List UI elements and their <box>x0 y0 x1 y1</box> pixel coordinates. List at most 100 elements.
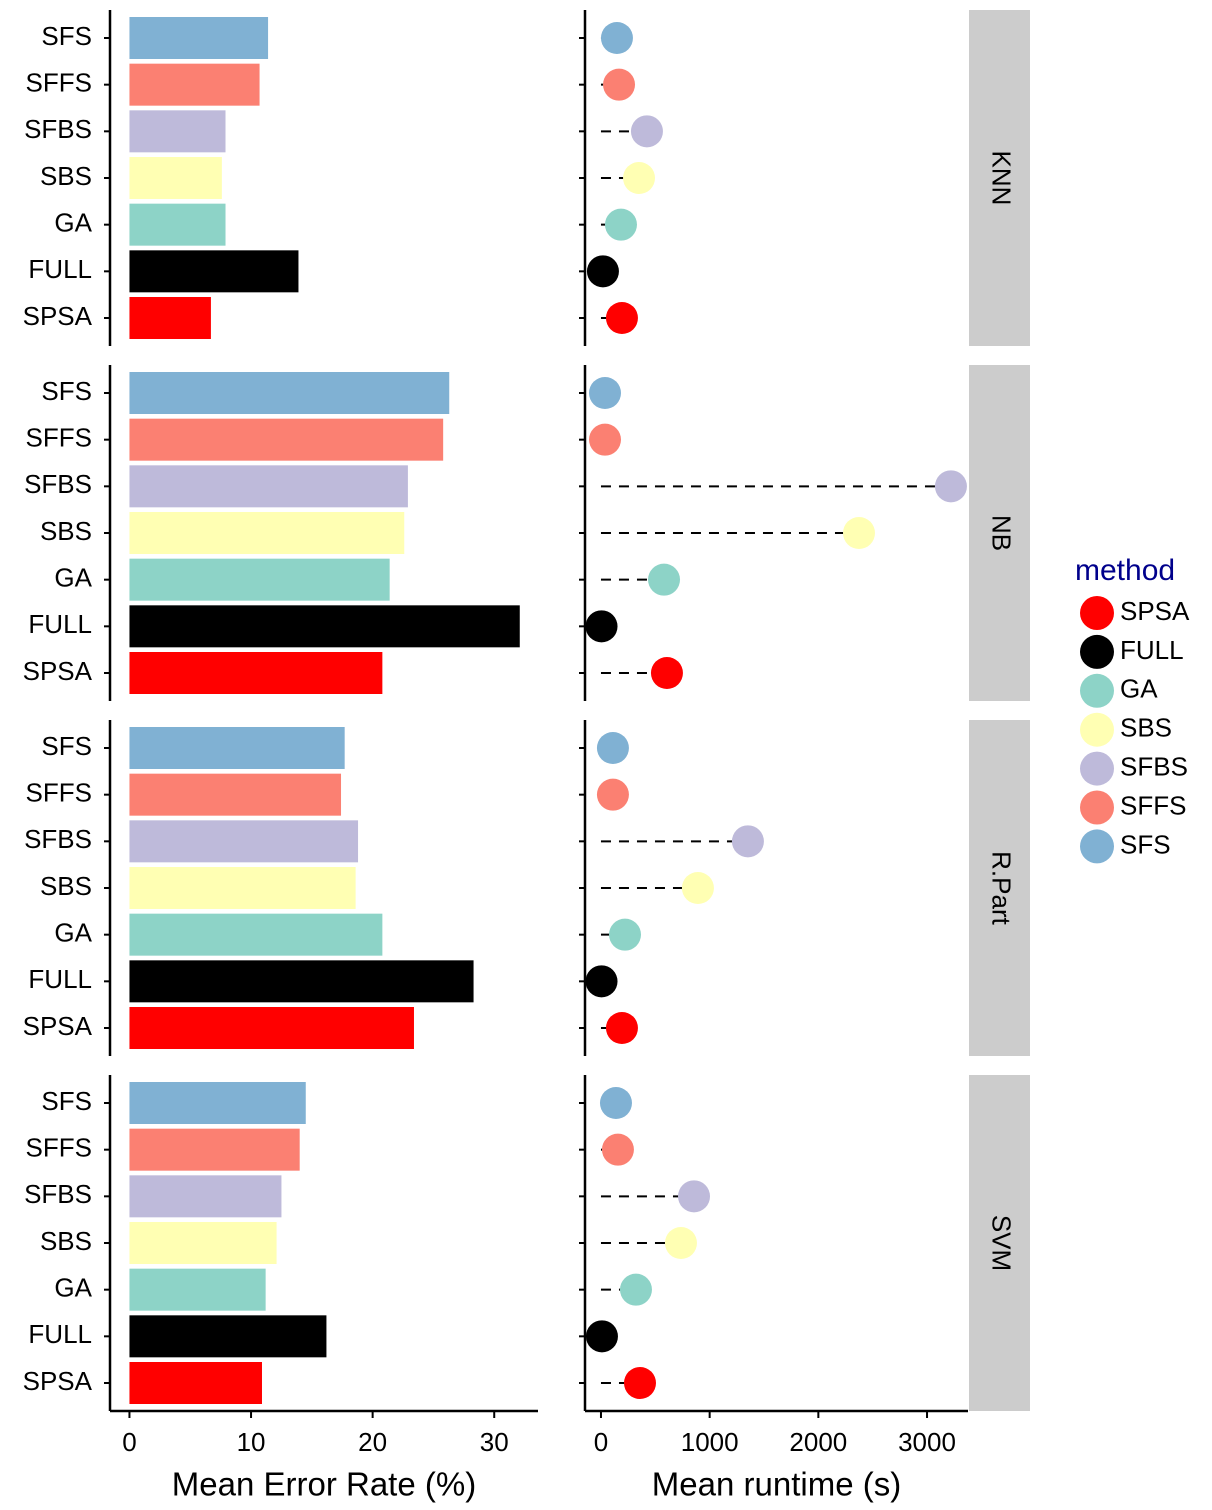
dot <box>603 68 636 101</box>
dot <box>585 965 618 998</box>
legend-label: GA <box>1120 674 1158 704</box>
y-tick-label: SPSA <box>23 1366 93 1396</box>
dot <box>588 423 621 456</box>
y-tick-label: GA <box>54 1273 92 1303</box>
y-tick-label: SFBS <box>24 824 92 854</box>
x-tick-label: 20 <box>358 1427 387 1457</box>
x-tick-label: 30 <box>480 1427 509 1457</box>
y-tick-label: FULL <box>28 609 92 639</box>
legend-swatch <box>1080 829 1114 864</box>
x-tick-label: 0 <box>122 1427 136 1457</box>
bar <box>129 605 520 648</box>
legend-label: SPSA <box>1120 596 1190 626</box>
y-tick-label: SFFS <box>26 778 92 808</box>
y-tick-label: FULL <box>28 1319 92 1349</box>
y-tick-label: FULL <box>28 964 92 994</box>
bar <box>129 1128 300 1171</box>
y-tick-label: FULL <box>28 254 92 284</box>
bar <box>129 418 444 461</box>
dot <box>608 918 641 951</box>
bar <box>129 1315 327 1358</box>
dot <box>648 563 681 596</box>
bar <box>129 867 356 909</box>
x-tick-label: 10 <box>237 1427 266 1457</box>
dot <box>731 825 764 858</box>
y-tick-label: SFS <box>41 376 92 406</box>
bar <box>129 558 390 601</box>
legend-label: SFFS <box>1120 790 1186 820</box>
dot <box>842 517 875 549</box>
y-tick-label: GA <box>54 208 92 238</box>
strip-label: SVM <box>987 1215 1017 1271</box>
dot <box>664 1227 697 1259</box>
legend-swatch <box>1080 634 1114 669</box>
dot <box>623 1367 656 1399</box>
bar <box>129 1222 277 1264</box>
bar <box>129 1268 266 1311</box>
dot <box>596 778 629 811</box>
strip <box>969 10 1030 346</box>
y-tick-label: SBS <box>40 1226 92 1256</box>
dot <box>585 1320 618 1353</box>
y-tick-label: SBS <box>40 871 92 901</box>
bar <box>129 820 359 863</box>
y-tick-label: SFFS <box>26 68 92 98</box>
bar <box>129 157 222 199</box>
dot <box>604 208 637 241</box>
bar <box>129 512 405 554</box>
bar <box>129 1007 414 1049</box>
bar <box>129 63 260 106</box>
dot <box>605 1012 638 1044</box>
dot <box>934 470 967 503</box>
strip <box>969 720 1030 1056</box>
dot <box>588 377 621 409</box>
x-tick-label: 3000 <box>898 1427 956 1457</box>
x-axis-title: Mean Error Rate (%) <box>172 1466 476 1503</box>
strip <box>969 365 1030 701</box>
dot <box>586 255 619 288</box>
y-tick-label: SPSA <box>23 301 93 331</box>
bar <box>129 960 474 1003</box>
y-tick-label: SFFS <box>26 1133 92 1163</box>
dot <box>596 732 629 764</box>
dot <box>678 1180 711 1213</box>
dot <box>623 162 656 194</box>
y-tick-label: SFS <box>41 731 92 761</box>
y-tick-label: SFS <box>41 21 92 51</box>
dot <box>630 115 663 148</box>
y-tick-label: SFBS <box>24 114 92 144</box>
strip <box>969 1075 1030 1411</box>
bar <box>129 110 226 153</box>
legend-label: SFBS <box>1120 751 1188 781</box>
y-tick-label: SBS <box>40 161 92 191</box>
y-tick-label: SFS <box>41 1086 92 1116</box>
bar <box>129 727 345 769</box>
legend-swatch <box>1080 790 1114 825</box>
legend-title: method <box>1075 554 1175 587</box>
dot <box>650 657 683 689</box>
dot <box>599 1087 632 1119</box>
bar <box>129 297 211 339</box>
y-tick-label: SBS <box>40 516 92 546</box>
bar <box>129 372 450 414</box>
y-tick-label: GA <box>54 918 92 948</box>
dot <box>601 1133 634 1166</box>
strip-label: R.Part <box>987 851 1017 925</box>
bar <box>129 652 383 694</box>
x-axis-title: Mean runtime (s) <box>652 1466 901 1503</box>
legend-swatch <box>1080 673 1114 708</box>
dot <box>681 872 714 904</box>
x-tick-label: 2000 <box>789 1427 847 1457</box>
bar <box>129 1175 282 1218</box>
y-tick-label: GA <box>54 563 92 593</box>
bar <box>129 203 226 246</box>
y-tick-label: SPSA <box>23 1011 93 1041</box>
legend-label: FULL <box>1120 635 1184 665</box>
bar <box>129 1082 306 1124</box>
y-tick-label: SPSA <box>23 656 93 686</box>
legend-swatch <box>1080 751 1114 786</box>
y-tick-label: SFBS <box>24 1179 92 1209</box>
strip-label: NB <box>987 515 1017 551</box>
legend-swatch <box>1080 596 1114 630</box>
